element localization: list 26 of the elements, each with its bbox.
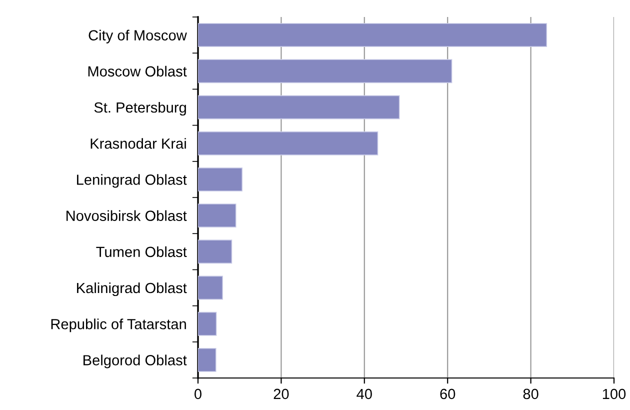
bar: [198, 312, 217, 336]
y-tick-label: City of Moscow: [88, 30, 187, 44]
y-tick-label: Novosibirsk Oblast: [66, 210, 187, 221]
bar: [198, 95, 400, 120]
bar: [198, 167, 243, 192]
x-tick-label: 20: [274, 388, 289, 400]
y-tick-label: Leningrad Oblast: [77, 174, 187, 188]
y-tick-label: Krasnodar Krai: [90, 138, 186, 149]
bar: [198, 59, 452, 84]
bar: [198, 131, 378, 156]
y-tick-label: Moscow Oblast: [88, 66, 187, 77]
bar: [198, 23, 548, 48]
y-tick-label: St. Petersburg: [94, 102, 186, 116]
y-tick-label: Belgorod Oblast: [84, 354, 187, 368]
bar: [198, 204, 236, 228]
bar: [198, 276, 223, 300]
x-tick-label: 40: [356, 388, 372, 400]
x-tick-label: 100: [602, 388, 626, 400]
y-tick-label: Tumen Oblast: [96, 246, 187, 258]
x-tick-label: 60: [440, 388, 456, 400]
x-tick-label: 0: [194, 388, 202, 400]
y-tick-label: Kalinigrad Oblast: [77, 282, 187, 296]
y-tick-label: Republic of Tatarstan: [51, 318, 186, 332]
bar: [198, 240, 232, 264]
x-tick-label: 80: [523, 388, 538, 400]
bar: [198, 348, 216, 372]
